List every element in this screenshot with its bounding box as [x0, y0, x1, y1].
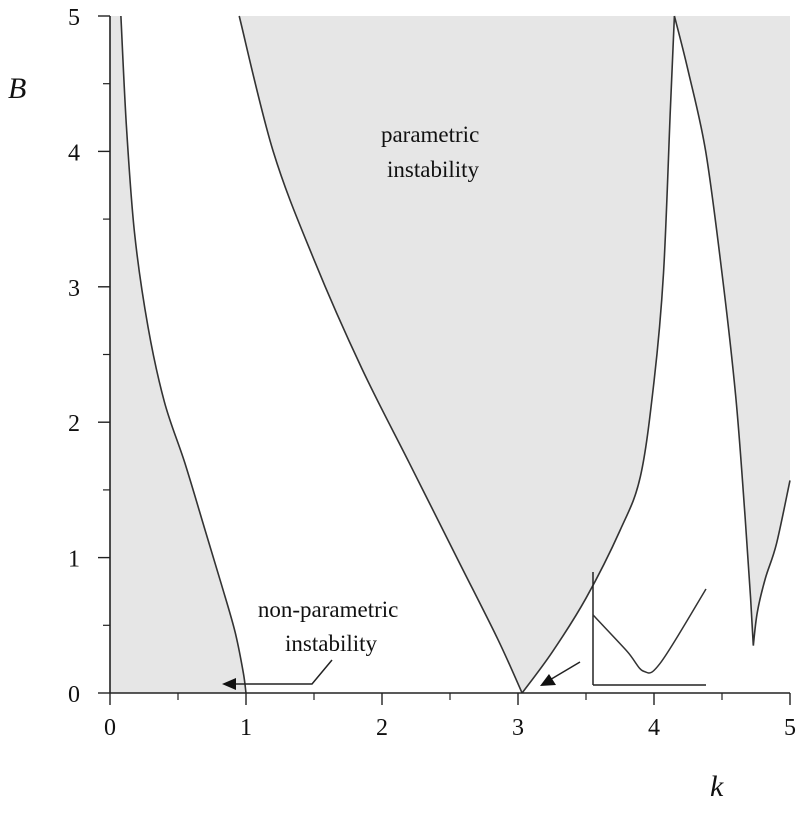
y-tick-label: 5 — [68, 5, 80, 31]
x-tick-label: 2 — [376, 715, 388, 741]
parametric-label: parametric instability — [381, 122, 485, 182]
non-parametric-label: non-parametric instability — [258, 597, 404, 656]
y-tick-label: 2 — [68, 411, 80, 437]
parametric-label-line2: instability — [387, 157, 480, 182]
right-region-right-boundary — [752, 480, 791, 646]
non-parametric-arrow-line — [228, 659, 333, 685]
y-tick-label: 4 — [68, 140, 80, 166]
ticks: 0 1 2 3 4 5 0 1 2 3 4 5 — [68, 5, 796, 741]
inset-arrow — [540, 661, 581, 686]
parametric-left-boundary — [238, 15, 523, 694]
parametric-region — [239, 16, 675, 693]
x-tick-label: 0 — [104, 715, 116, 741]
x-tick-label: 1 — [240, 715, 252, 741]
non-parametric-label-line1: non-parametric — [258, 597, 398, 622]
inset-zoom — [592, 572, 707, 686]
y-axis-label: B — [8, 72, 26, 105]
non-parametric-label-line2: instability — [285, 631, 378, 656]
non-parametric-arrow — [222, 659, 333, 690]
x-tick-label: 3 — [512, 715, 524, 741]
right-instability-region — [674, 16, 790, 646]
parametric-label-line1: parametric — [381, 122, 479, 147]
x-axis-label: k — [710, 770, 724, 803]
x-tick-label: 4 — [648, 715, 660, 741]
non-parametric-arrow-head — [222, 678, 236, 690]
y-tick-label: 3 — [68, 276, 80, 302]
parametric-right-boundary — [521, 15, 676, 694]
inset-arrow-line — [547, 661, 581, 682]
inset-arrow-head — [540, 674, 556, 686]
non-parametric-boundary — [120, 15, 247, 694]
inset-curve — [592, 588, 707, 674]
non-parametric-region — [110, 16, 246, 693]
y-tick-label: 0 — [68, 682, 80, 708]
right-region-left-boundary — [673, 15, 755, 646]
y-tick-label: 1 — [68, 547, 80, 573]
x-tick-label: 5 — [784, 715, 796, 741]
instability-regions — [110, 15, 791, 694]
